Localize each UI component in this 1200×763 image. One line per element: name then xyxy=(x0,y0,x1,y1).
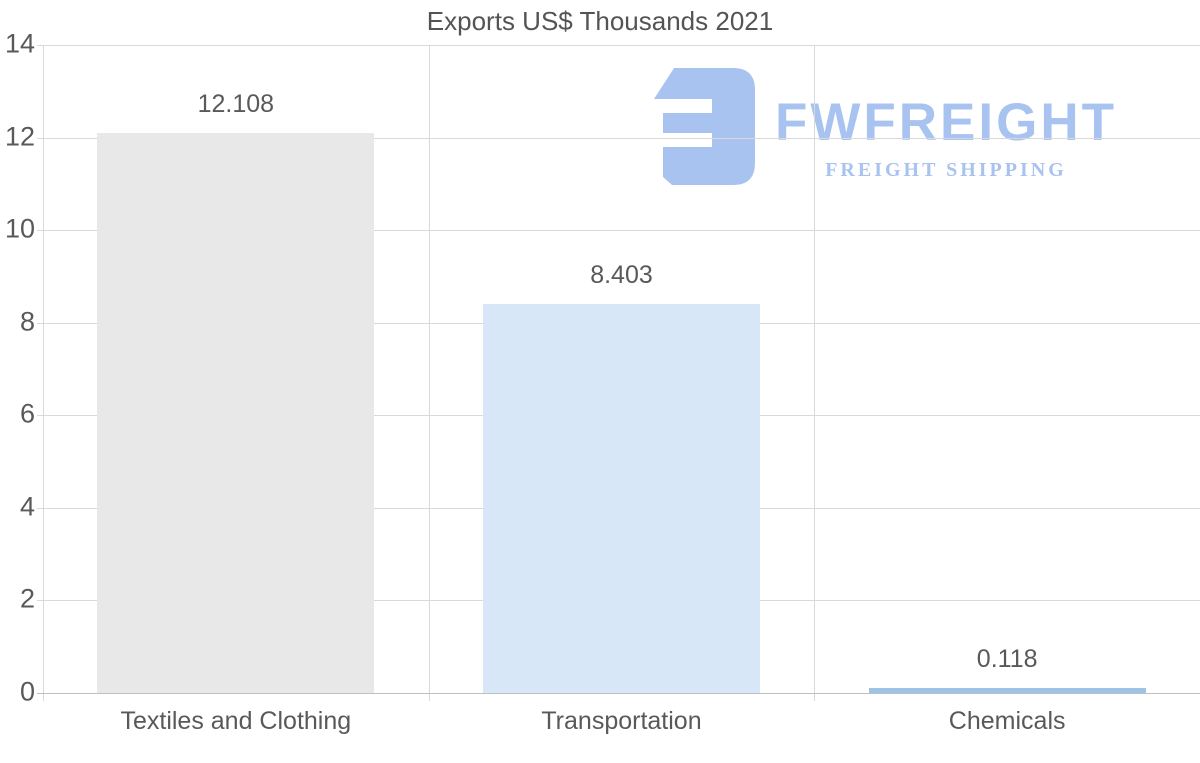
gridline xyxy=(37,45,1200,46)
y-tick-label: 2 xyxy=(19,583,35,614)
logo-wordmark: FWFREIGHT xyxy=(775,93,1117,152)
logo-text-block: FWFREIGHT FREIGHT SHIPPING xyxy=(775,68,1117,182)
y-axis-line xyxy=(43,45,44,701)
plot-area: FWFREIGHT FREIGHT SHIPPING 12.108 Textile… xyxy=(37,45,1200,735)
logo-tagline: FREIGHT SHIPPING xyxy=(825,159,1067,181)
y-tick-label: 12 xyxy=(4,121,35,152)
value-label-transportation: 8.403 xyxy=(590,261,653,290)
gridline xyxy=(37,137,1200,139)
y-tick-label: 8 xyxy=(19,306,35,337)
bar-transportation xyxy=(483,304,760,693)
y-tick-label: 6 xyxy=(19,398,35,429)
bar-textiles-and-clothing xyxy=(97,132,375,693)
value-label-textiles-and-clothing: 12.108 xyxy=(197,89,275,118)
x-axis-line xyxy=(37,693,1200,694)
x-axis-label-transportation: Transportation xyxy=(541,707,702,735)
gridline xyxy=(37,230,1200,232)
category-separator xyxy=(814,45,816,701)
x-axis-label-textiles-and-clothing: Textiles and Clothing xyxy=(120,707,352,735)
y-tick-label: 4 xyxy=(19,491,35,522)
x-axis-label-chemicals: Chemicals xyxy=(948,707,1066,735)
y-tick-label: 10 xyxy=(4,213,35,244)
y-tick-label: 14 xyxy=(4,28,35,59)
fwfreight-logo: FWFREIGHT FREIGHT SHIPPING xyxy=(650,68,1117,185)
category-separator xyxy=(428,45,430,701)
y-tick-label: 0 xyxy=(19,676,35,707)
value-label-chemicals: 0.118 xyxy=(976,644,1038,673)
y-axis-labels: 0 2 4 6 8 10 12 14 xyxy=(0,29,35,707)
chart-title: Exports US$ Thousands 2021 xyxy=(426,6,774,36)
fwfreight-logo-icon xyxy=(654,68,755,185)
bar-chemicals xyxy=(868,687,1146,693)
